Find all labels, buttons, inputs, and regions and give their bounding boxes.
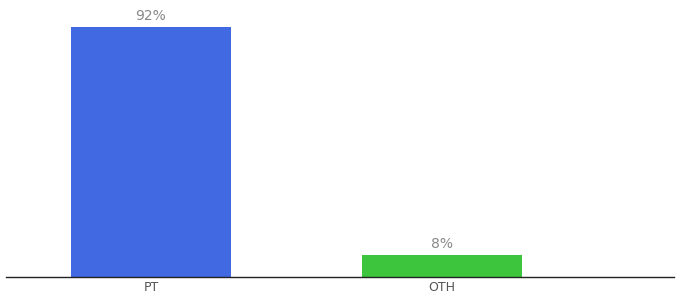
Text: 8%: 8%: [431, 237, 453, 251]
Text: 92%: 92%: [135, 9, 167, 23]
Bar: [362, 255, 522, 277]
Bar: [71, 27, 231, 277]
